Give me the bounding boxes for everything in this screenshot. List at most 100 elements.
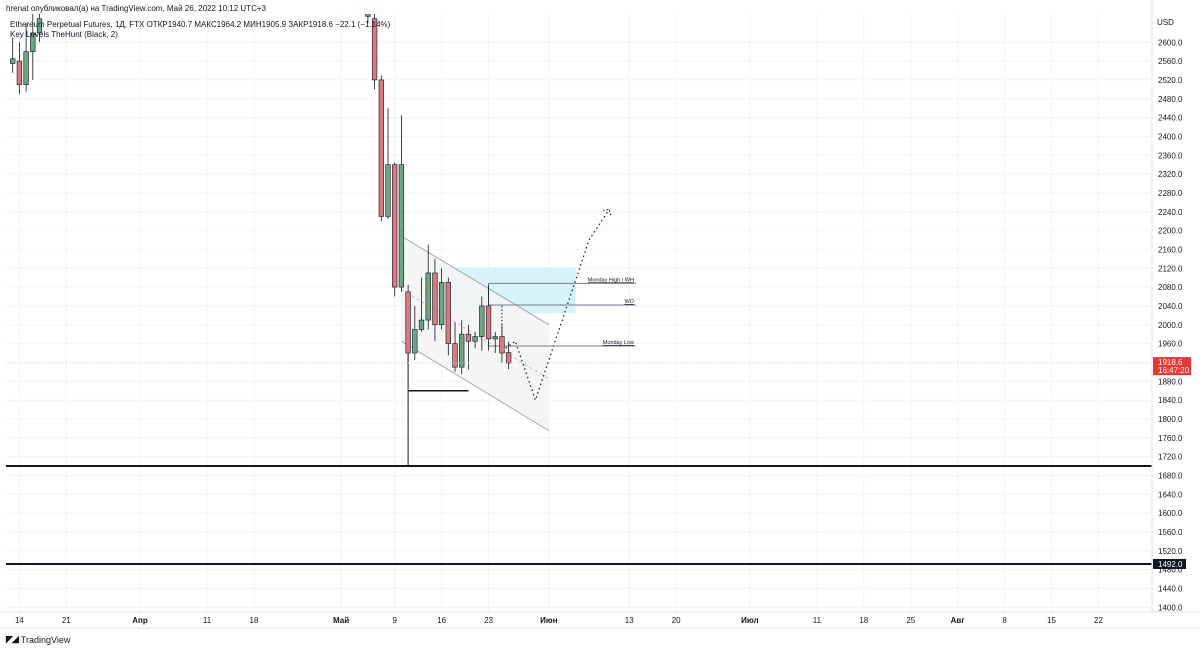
currency-label: USD (1157, 18, 1174, 27)
price-tick-label: 1960.0 (1158, 340, 1183, 349)
candle (485, 284, 492, 351)
candle (452, 322, 458, 372)
level-price-value: 1492.0 (1158, 560, 1183, 569)
candle-body (418, 319, 425, 330)
time-tick-label: Авг (951, 616, 966, 625)
price-tick-label: 1760.0 (1158, 434, 1183, 443)
candle (365, 14, 371, 24)
time-tick-label: Май (333, 616, 349, 625)
candle (23, 23, 29, 92)
time-tick-label: 8 (1002, 616, 1007, 625)
indicator-legend[interactable]: Key Levels TheHunt (Black, 2) (10, 30, 118, 39)
price-tick-label: 1520.0 (1158, 547, 1183, 556)
candle-body (412, 329, 418, 354)
candle-body (492, 336, 498, 340)
candle (371, 14, 378, 90)
time-tick-label: Апр (132, 616, 148, 625)
candle-body (452, 343, 458, 368)
candle (505, 341, 512, 370)
candle (499, 324, 505, 363)
price-tick-label: 2200.0 (1158, 227, 1183, 236)
candle (432, 258, 438, 342)
price-tick-label: 2080.0 (1158, 283, 1183, 292)
time-tick-label: 18 (250, 616, 259, 625)
candles (10, 14, 512, 375)
price-tick-label: 1640.0 (1158, 490, 1183, 499)
price-tick-label: 2120.0 (1158, 264, 1183, 273)
candle-body (30, 32, 36, 52)
candle-body (465, 333, 472, 342)
level-label: WO (624, 299, 634, 305)
price-tick-label: 1440.0 (1158, 584, 1183, 593)
price-tick-label: 2320.0 (1158, 170, 1183, 179)
price-tick-label: 1600.0 (1158, 509, 1183, 518)
price-tick-label: 2160.0 (1158, 245, 1183, 254)
price-tick-label: 2520.0 (1158, 76, 1183, 85)
time-tick-label: Июл (741, 616, 758, 625)
candle-body (432, 272, 438, 326)
price-axis[interactable]: USD 2600.0 2560.0 2520.0 2480.0 2440.0 2400.0 2… (1151, 0, 1191, 612)
price-tick-label: 2440.0 (1158, 114, 1183, 123)
price-tick-label: 2000.0 (1158, 321, 1183, 330)
candle-body (438, 282, 445, 326)
candle (30, 14, 36, 80)
time-axis[interactable]: 14 21 Апр 11 18 Май 9 16 23 Июн 13 20 Июл 11 18 25 Авг 8 1… (0, 611, 1200, 629)
projection-path (501, 209, 610, 402)
candle-body (459, 333, 465, 368)
candle-body (385, 164, 391, 217)
price-tick-label: 2400.0 (1158, 132, 1183, 141)
time-tick-label: 15 (1047, 616, 1056, 625)
candle (398, 115, 405, 292)
price-tick-label: 1680.0 (1158, 471, 1183, 480)
last-price-badge (1153, 357, 1191, 376)
candle (405, 284, 411, 365)
level-label: Monday Low (603, 340, 634, 346)
time-tick-label: 25 (906, 616, 915, 625)
time-tick-label: 16 (437, 616, 446, 625)
price-tick-label: 2240.0 (1158, 208, 1183, 217)
price-tick-label: 1800.0 (1158, 415, 1183, 424)
candle-body (472, 336, 478, 342)
candle-body (392, 164, 398, 288)
candle (16, 42, 23, 95)
time-tick-label: 13 (625, 616, 634, 625)
channel-top-line (401, 235, 550, 326)
price-tick-label: 1480.0 (1158, 566, 1183, 575)
candle-body (365, 14, 371, 17)
projection-arrowhead (603, 208, 612, 217)
time-tick-label: 23 (484, 616, 493, 625)
candle-body (499, 336, 505, 354)
candle (445, 277, 451, 356)
price-tick-label: 1400.0 (1158, 603, 1183, 612)
price-tick-label: 2280.0 (1158, 189, 1183, 198)
footer: ◤◢ TradingView (6, 634, 70, 645)
time-tick-label: 18 (859, 616, 868, 625)
candle (378, 75, 384, 222)
price-tick-label: 2600.0 (1158, 38, 1183, 47)
candle-body (479, 305, 485, 337)
candle-body (10, 58, 16, 64)
candle-body (405, 291, 411, 354)
symbol-legend[interactable]: Ethereum Perpetual Futures, 1Д, FTX ОТКР… (10, 20, 391, 29)
channel-bottom-line (401, 340, 550, 432)
publish-info: hrenat опубликовал(а) на TradingView.com… (6, 4, 266, 13)
candle-body (505, 352, 512, 364)
price-tick-label: 2560.0 (1158, 57, 1183, 66)
time-tick-label: 21 (62, 616, 71, 625)
time-tick-label: 22 (1094, 616, 1103, 625)
candle (385, 108, 391, 219)
last-price-value: 1918.6 (1158, 358, 1183, 367)
price-tick-label: 1880.0 (1158, 377, 1183, 386)
time-tick-label: 20 (672, 616, 681, 625)
candle (10, 37, 16, 73)
candle-body (445, 282, 451, 344)
candle (438, 268, 445, 330)
price-tick-label: 1560.0 (1158, 528, 1183, 537)
price-tick-label: 2040.0 (1158, 302, 1183, 311)
level-price-badge (1153, 558, 1186, 569)
price-tick-label: 2360.0 (1158, 151, 1183, 160)
candle-body (398, 164, 405, 288)
candle-body (378, 79, 384, 217)
candle-body (371, 18, 378, 81)
